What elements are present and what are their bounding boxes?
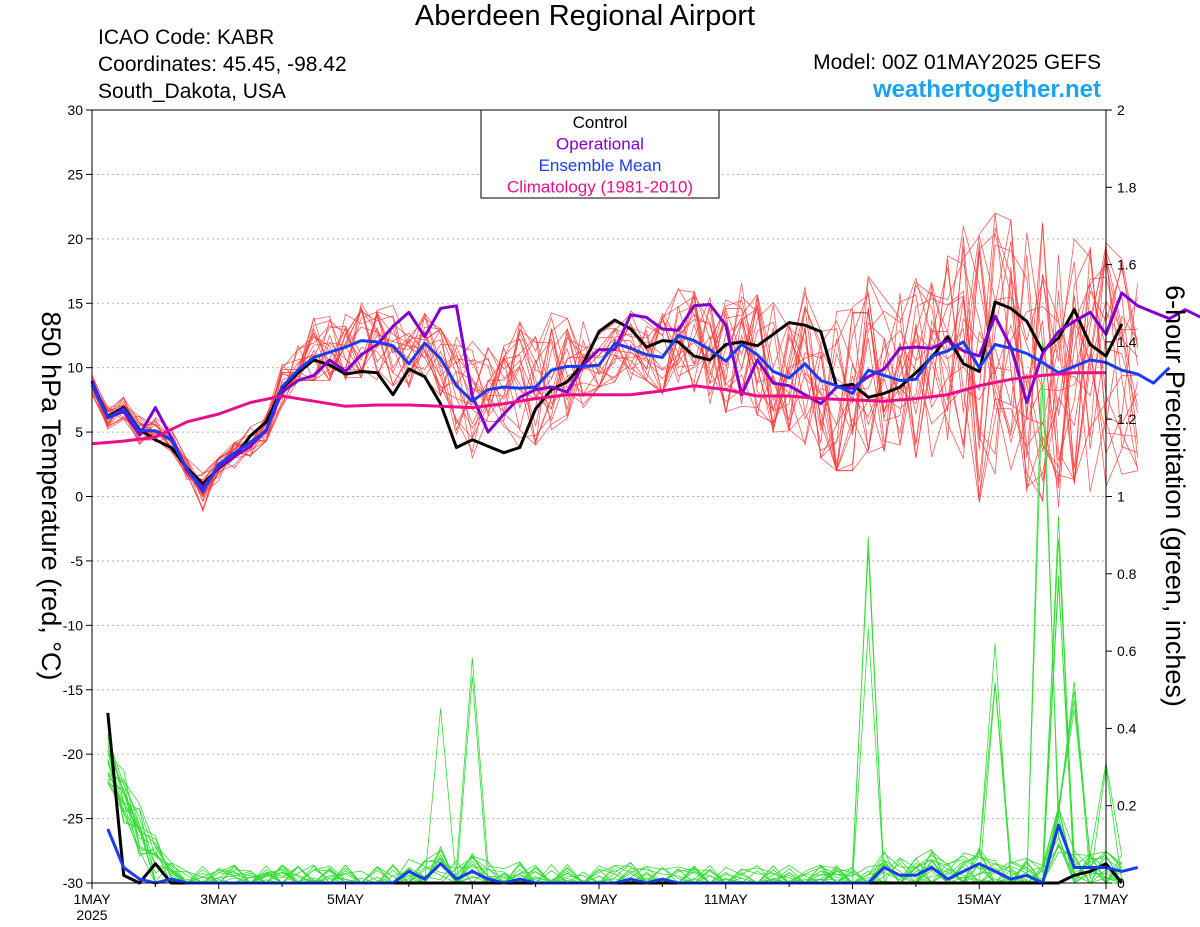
- y2-tick-label: 0.4: [1117, 720, 1137, 736]
- legend: Control Operational Ensemble Mean Climatolo…: [480, 109, 720, 199]
- legend-entry: Operational: [556, 135, 644, 154]
- y2-tick-label: 1.4: [1117, 334, 1137, 350]
- y-tick-label: 15: [67, 295, 83, 311]
- y2-tick-label: 0.8: [1117, 566, 1137, 582]
- y-tick-label: 5: [75, 424, 83, 440]
- ensemble-member-precip-line: [107, 539, 1123, 884]
- ensemble-member-precip-line: [107, 536, 1123, 884]
- legend-entry: Ensemble Mean: [539, 156, 662, 175]
- x-tick-label: 9MAY: [580, 891, 618, 907]
- site-link[interactable]: weathertogether.net: [872, 76, 1101, 103]
- ensemble-member-precip-line: [107, 681, 1122, 884]
- y2-tick-label: 1.8: [1117, 179, 1137, 195]
- ensemble-member-precip-line: [107, 657, 1123, 884]
- y-tick-label: -15: [63, 682, 83, 698]
- y2-tick-label: 1.2: [1117, 411, 1137, 427]
- ensemble-member-precip-line: [107, 681, 1122, 884]
- ensemble-member-temp-line: [91, 233, 1139, 488]
- legend-box: [480, 109, 720, 199]
- x-tick-label: 7MAY: [454, 891, 492, 907]
- y-axis-ticks: 30 25 20 15 10 5 0 -5 -10 -15 -20 -25 -30: [63, 102, 92, 891]
- ensemble-member-precip-line: [107, 690, 1123, 884]
- x-tick-label: 1MAY: [73, 891, 111, 907]
- x-tick-label: 5MAY: [327, 891, 365, 907]
- y-tick-label: 20: [67, 231, 83, 247]
- series-line-ensemble-mean-temp: [90, 334, 1171, 493]
- ensemble-member-precip-line: [107, 745, 1123, 884]
- series-line-control-precip: [106, 712, 1123, 885]
- x-tick-label: 15MAY: [957, 891, 1003, 907]
- ensemble-member-precip-line: [107, 676, 1122, 885]
- y2-tick-label: 2: [1117, 102, 1125, 118]
- legend-entry: Climatology (1981-2010): [507, 178, 693, 197]
- x-tick-label: 11MAY: [704, 891, 748, 907]
- y-tick-label: 30: [67, 102, 83, 118]
- ensemble-member-temp-line: [91, 225, 1139, 508]
- model-run: Model: 00Z 01MAY2025 GEFS: [813, 51, 1101, 74]
- ensemble-member-precip-line: [107, 549, 1123, 884]
- ensemble-member-precip-line: [107, 516, 1123, 884]
- ensemble-member-precip-line: [107, 575, 1123, 884]
- ensemble-member-precip-line: [107, 643, 1123, 885]
- location: South_Dakota, USA: [98, 80, 286, 103]
- ensemble-member-precip-line: [107, 581, 1123, 884]
- x-axis-ticks: 1MAY2025 3MAY 5MAY 7MAY 9MAY 11MAY 13MAY 15MAY 1…: [73, 883, 1129, 923]
- x-tick-label: 17MAY: [1084, 891, 1130, 907]
- y-tick-label: -20: [63, 746, 83, 762]
- y-tick-label: -10: [63, 617, 83, 633]
- ensemble-members: [91, 212, 1139, 885]
- legend-entry: Control: [573, 113, 628, 132]
- y-tick-label: -5: [71, 553, 84, 569]
- y2-tick-label: 1.6: [1117, 257, 1137, 273]
- ensemble-member-temp-line: [91, 213, 1139, 492]
- y-axis-label: 850 hPa Temperature (red, °C): [36, 312, 66, 681]
- y-tick-label: 0: [75, 489, 83, 505]
- ensemble-member-precip-line: [107, 708, 1122, 885]
- page-title: Aberdeen Regional Airport: [414, 0, 756, 32]
- series-lines: [90, 291, 1200, 885]
- y2-tick-label: 0.2: [1117, 798, 1137, 814]
- y-tick-label: 10: [67, 360, 83, 376]
- y2-axis-ticks: 2 1.8 1.6 1.4 1.2 1 0.8 0.6 0.4 0.2 0: [1106, 102, 1137, 891]
- ensemble-member-temp-line: [91, 227, 1139, 484]
- y-tick-label: 25: [67, 166, 83, 182]
- coordinates: Coordinates: 45.45, -98.42: [98, 53, 347, 76]
- y2-tick-label: 0.6: [1117, 643, 1137, 659]
- icao-code: ICAO Code: KABR: [98, 26, 275, 49]
- y2-axis-label: 6-hour Precipitation (green, inches): [1160, 285, 1190, 707]
- x-tick-label: 13MAY: [830, 891, 876, 907]
- series-line-climatology-1981-2010--temp: [91, 371, 1106, 446]
- y2-tick-label: 1: [1117, 489, 1125, 505]
- x-tick-sublabel: 2025: [76, 907, 107, 923]
- ensemble-member-temp-line: [91, 244, 1138, 487]
- grid-lines: [92, 173, 1106, 820]
- x-tick-label: 3MAY: [200, 891, 238, 907]
- ensemble-member-temp-line: [91, 247, 1138, 511]
- y-tick-label: -25: [63, 811, 83, 827]
- ensemble-member-precip-line: [107, 758, 1123, 884]
- ensemble-member-temp-line: [91, 240, 1138, 503]
- y2-tick-label: 0: [1117, 875, 1125, 891]
- y-tick-label: -30: [63, 875, 83, 891]
- ensemble-member-precip-line: [107, 384, 1123, 884]
